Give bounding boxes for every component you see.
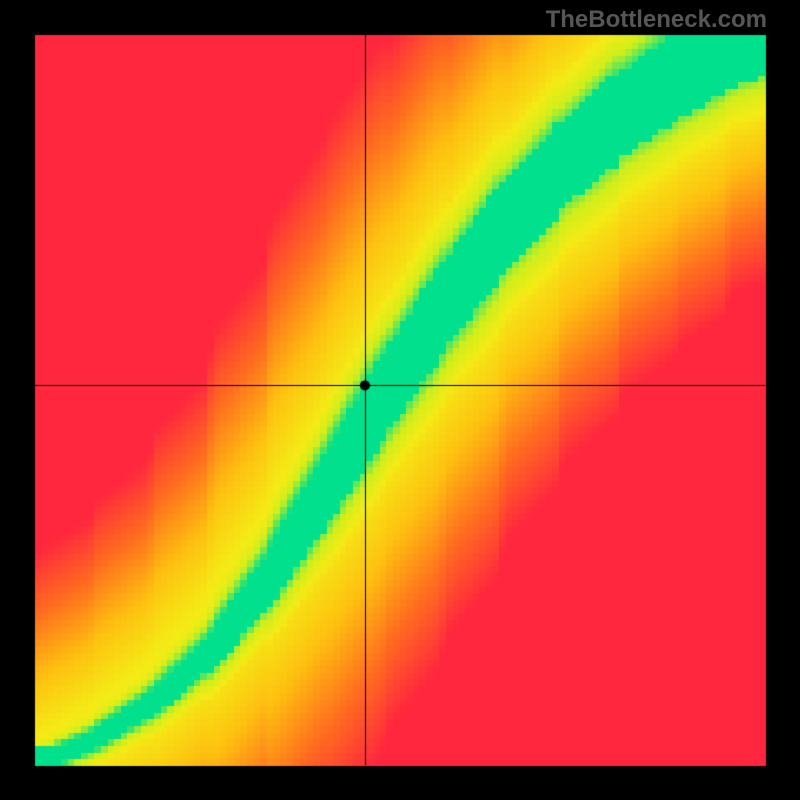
watermark-label: TheBottleneck.com — [546, 6, 767, 34]
chart-stage: TheBottleneck.com — [0, 0, 800, 800]
bottleneck-heatmap — [0, 0, 800, 800]
